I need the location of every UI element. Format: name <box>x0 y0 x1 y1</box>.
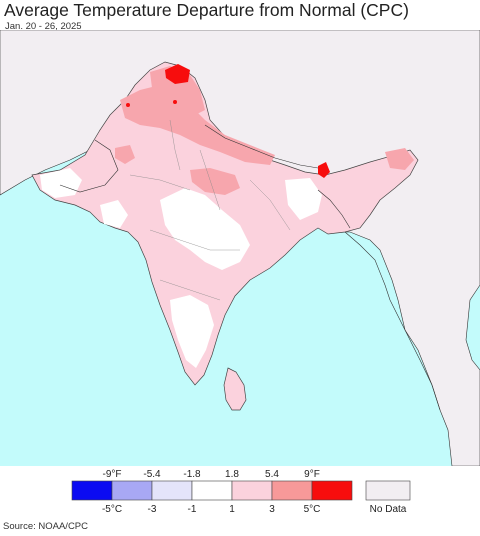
country-border-pakistan <box>59 139 119 193</box>
legend-swatch <box>311 480 353 501</box>
near-normal-gujarat <box>100 200 128 228</box>
warm-anomaly-northeast <box>385 148 414 170</box>
legend-no-data-swatch <box>365 480 411 501</box>
legend-swatch <box>71 480 113 501</box>
warm-anomaly-west <box>115 145 135 164</box>
legend-swatch <box>111 480 153 501</box>
near-normal-central <box>160 188 250 270</box>
date-range: Jan. 20 - 26, 2025 <box>5 21 82 32</box>
legend-no-data-label: No Data <box>370 504 407 515</box>
legend-fahrenheit-labels: -9°F -5.4 -1.8 1.8 5.4 9°F <box>103 469 320 480</box>
legend-f-tick-label: -1.8 <box>183 469 201 480</box>
legend-swatch <box>231 480 273 501</box>
legend-swatch <box>271 480 313 501</box>
legend-swatch <box>191 480 233 501</box>
legend-c-tick-label: 1 <box>229 504 235 515</box>
near-normal-west <box>40 168 82 198</box>
source-credit: Source: NOAA/CPC <box>3 521 88 532</box>
legend-c-tick-label: -3 <box>148 504 157 515</box>
hot-anomaly-ladakh <box>165 64 190 84</box>
legend-c-tick-label: 5°C <box>304 504 321 515</box>
legend-c-tick-label: -5°C <box>102 504 122 515</box>
legend-swatch <box>151 480 193 501</box>
legend-color-bar <box>71 480 353 501</box>
near-normal-east <box>285 178 322 220</box>
warm-anomaly-north <box>120 85 275 165</box>
hot-anomaly-spot <box>173 100 177 104</box>
legend-f-tick-label: 5.4 <box>265 469 279 480</box>
state-border <box>129 119 291 301</box>
legend-c-tick-label: 3 <box>269 504 275 515</box>
hot-anomaly-spot-2 <box>126 103 130 107</box>
legend-f-tick-label: 1.8 <box>225 469 239 480</box>
legend-celsius-labels: -5°C -3 -1 1 3 5°C <box>102 504 320 515</box>
legend-f-tick-label: -9°F <box>103 469 122 480</box>
warm-anomaly-kashmir <box>150 66 205 115</box>
temperature-departure-map <box>0 30 480 466</box>
warm-anomaly-central <box>190 168 240 195</box>
country-border-bangladesh <box>317 189 351 229</box>
legend-f-tick-label: 9°F <box>304 469 320 480</box>
legend-f-tick-label: -5.4 <box>143 469 161 480</box>
sri-lanka <box>223 367 247 411</box>
map-title: Average Temperature Departure from Norma… <box>4 0 409 20</box>
near-normal-south <box>170 295 214 368</box>
country-border-nepal <box>204 124 319 169</box>
legend-c-tick-label: -1 <box>188 504 197 515</box>
hot-anomaly-sikkim <box>318 162 330 178</box>
country-border-myanmar <box>344 231 441 411</box>
legend: -9°F -5.4 -1.8 1.8 5.4 9°F -5°C -3 -1 1 3 5°C No D… <box>71 469 411 515</box>
